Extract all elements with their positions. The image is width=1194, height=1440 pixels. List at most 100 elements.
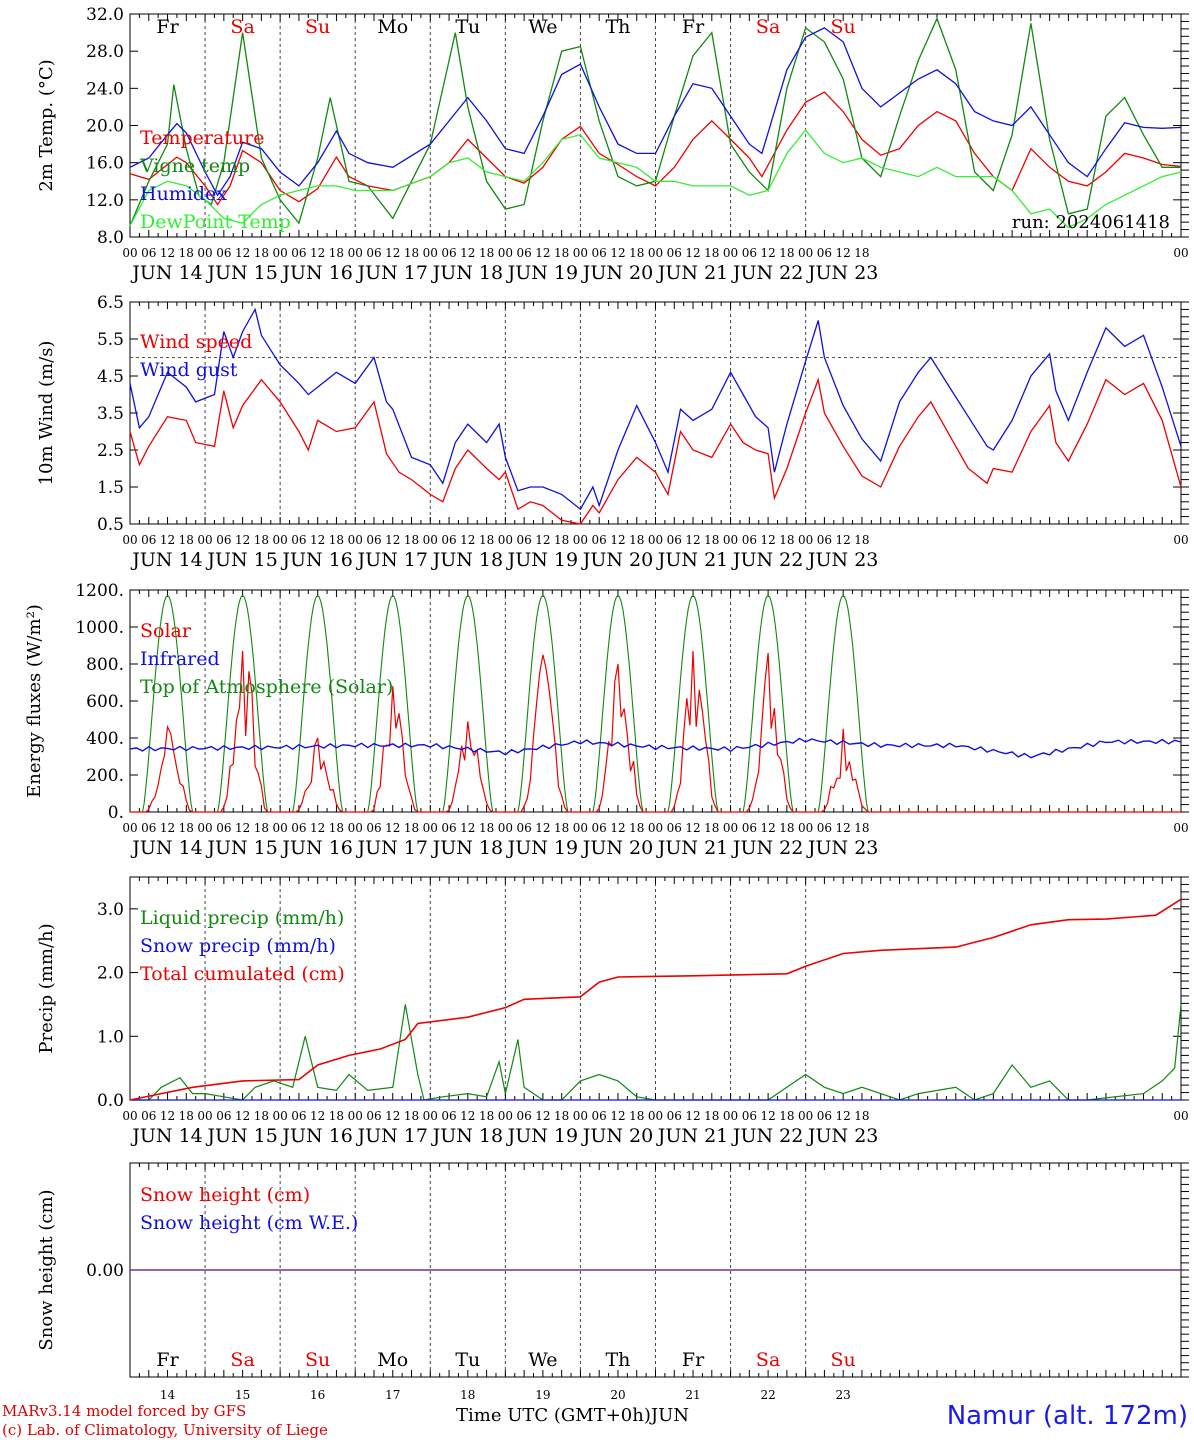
hour-tick-label: 18 — [329, 246, 344, 260]
hour-tick-label: 00 — [273, 533, 288, 547]
run-annotation: run: 2024061418 — [1012, 212, 1170, 233]
hour-tick-label: 00 — [648, 1109, 663, 1123]
day-abbr-label: Fr — [156, 16, 179, 38]
y-tick-label: 2.0 — [97, 964, 124, 984]
hour-tick-label: 00 — [273, 1109, 288, 1123]
hour-tick-label: 18 — [704, 1109, 719, 1123]
hour-tick-label: 18 — [254, 821, 269, 835]
legend-total-cumulated-cm-: Total cumulated (cm) — [140, 963, 345, 985]
y-axis-label: Snow height (cm) — [36, 1189, 57, 1350]
hour-tick-label: 06 — [141, 821, 156, 835]
hour-tick-label: 12 — [310, 246, 325, 260]
hour-tick-label: 18 — [329, 1109, 344, 1123]
hour-tick-label: 06 — [742, 533, 757, 547]
hour-tick-label: 18 — [254, 533, 269, 547]
hour-tick-label: 00 — [648, 246, 663, 260]
hour-tick-label: 06 — [291, 821, 306, 835]
y-tick-label: 0. — [108, 803, 124, 823]
hour-tick-label: 00 — [798, 533, 813, 547]
day-abbr-label: Sa — [756, 1349, 780, 1371]
date-label: JUN 15 — [205, 262, 277, 284]
date-label: JUN 16 — [280, 1125, 352, 1147]
hour-tick-label: 12 — [160, 533, 175, 547]
hour-tick-label: 18 — [179, 246, 194, 260]
y-tick-label: 0.5 — [97, 515, 124, 535]
hour-tick-label: 18 — [404, 821, 419, 835]
hour-tick-label: 06 — [366, 246, 381, 260]
hour-tick-label: 18 — [479, 1109, 494, 1123]
day-number-label: 16 — [310, 1388, 325, 1402]
series-toa-solar-day-6 — [505, 594, 581, 813]
hour-tick-label: 18 — [629, 246, 644, 260]
hour-tick-label: 12 — [310, 1109, 325, 1123]
date-label: JUN 19 — [506, 837, 578, 859]
hour-tick-label: 12 — [385, 533, 400, 547]
day-abbr-label: Su — [305, 1349, 330, 1371]
day-abbr-label: Th — [606, 16, 631, 38]
hour-tick-label: 12 — [685, 246, 700, 260]
hour-tick-label: 12 — [760, 821, 775, 835]
series-toa-solar-day-7 — [580, 594, 656, 813]
hour-tick-label: 06 — [441, 533, 456, 547]
hour-tick-label: 06 — [216, 533, 231, 547]
hour-tick-label: 18 — [404, 246, 419, 260]
y-axis-label: Precip (mm/h) — [36, 923, 57, 1053]
credit-line-2: (c) Lab. of Climatology, University of L… — [2, 1421, 328, 1439]
hour-tick-label: 06 — [667, 533, 682, 547]
hour-tick-label: 00 — [723, 1109, 738, 1123]
date-label: JUN 18 — [431, 837, 503, 859]
legend-snow-precip-mm-h-: Snow precip (mm/h) — [140, 935, 336, 957]
hour-tick-label: 00 — [573, 821, 588, 835]
x-axis-title: Time UTC (GMT+0h)JUN — [456, 1405, 689, 1426]
hour-tick-label: 00 — [197, 533, 212, 547]
hour-tick-label: 18 — [329, 821, 344, 835]
hour-tick-label: 18 — [254, 246, 269, 260]
date-label: JUN 21 — [656, 549, 728, 571]
hour-tick-label: 06 — [817, 821, 832, 835]
x-axis-month: JUN — [650, 1405, 690, 1426]
day-abbr-label: Fr — [156, 1349, 179, 1371]
date-label: JUN 21 — [656, 262, 728, 284]
y-tick-label: 8.0 — [97, 228, 124, 248]
hour-tick-label: 06 — [516, 246, 531, 260]
day-number-label: 22 — [760, 1388, 775, 1402]
date-label: JUN 18 — [431, 1125, 503, 1147]
hour-tick-label: 12 — [535, 246, 550, 260]
hour-tick-label: 18 — [554, 1109, 569, 1123]
day-abbr-label: We — [528, 16, 557, 38]
y-tick-label: 5.5 — [97, 330, 124, 350]
series-toa-solar-day-10 — [805, 594, 881, 813]
hour-tick-label: 06 — [667, 1109, 682, 1123]
legend-top-of-atmosphere-solar-: Top of Atmosphere (Solar) — [140, 676, 393, 698]
hour-tick-label: 12 — [760, 246, 775, 260]
hour-tick-label: 18 — [554, 533, 569, 547]
hour-tick-label: 06 — [441, 821, 456, 835]
hour-tick-label: 18 — [779, 246, 794, 260]
hour-tick-label: 06 — [291, 1109, 306, 1123]
date-label: JUN 21 — [656, 1125, 728, 1147]
legend-snow-height-cm-: Snow height (cm) — [140, 1184, 310, 1206]
hour-tick-label: 18 — [479, 246, 494, 260]
series-toa-solar-day-9 — [730, 594, 806, 813]
legend-solar: Solar — [140, 620, 192, 642]
day-number-label: 15 — [235, 1388, 250, 1402]
hour-tick-label: 00 — [122, 533, 137, 547]
date-label: JUN 16 — [280, 262, 352, 284]
date-label: JUN 22 — [731, 549, 803, 571]
day-abbr-label: Su — [305, 16, 330, 38]
hour-tick-label: 00 — [498, 533, 513, 547]
series-vigne-temp — [129, 16, 1181, 227]
legend-snow-height-cm-w-e-: Snow height (cm W.E.) — [140, 1212, 358, 1234]
hour-tick-label: 12 — [160, 1109, 175, 1123]
hour-tick-label: 00 — [498, 1109, 513, 1123]
hour-tick-label: 12 — [760, 1109, 775, 1123]
hour-tick-label: 00 — [573, 1109, 588, 1123]
legend-wind-speed: Wind speed — [140, 331, 252, 353]
hour-tick-label: 00 — [197, 246, 212, 260]
y-tick-label: 3.0 — [97, 900, 124, 920]
hour-tick-label: 18 — [854, 246, 869, 260]
hour-tick-label: 12 — [235, 1109, 250, 1123]
date-label: JUN 19 — [506, 262, 578, 284]
legend-vigne-temp: Vigne temp — [139, 155, 250, 177]
hour-tick-label: 00 — [348, 246, 363, 260]
